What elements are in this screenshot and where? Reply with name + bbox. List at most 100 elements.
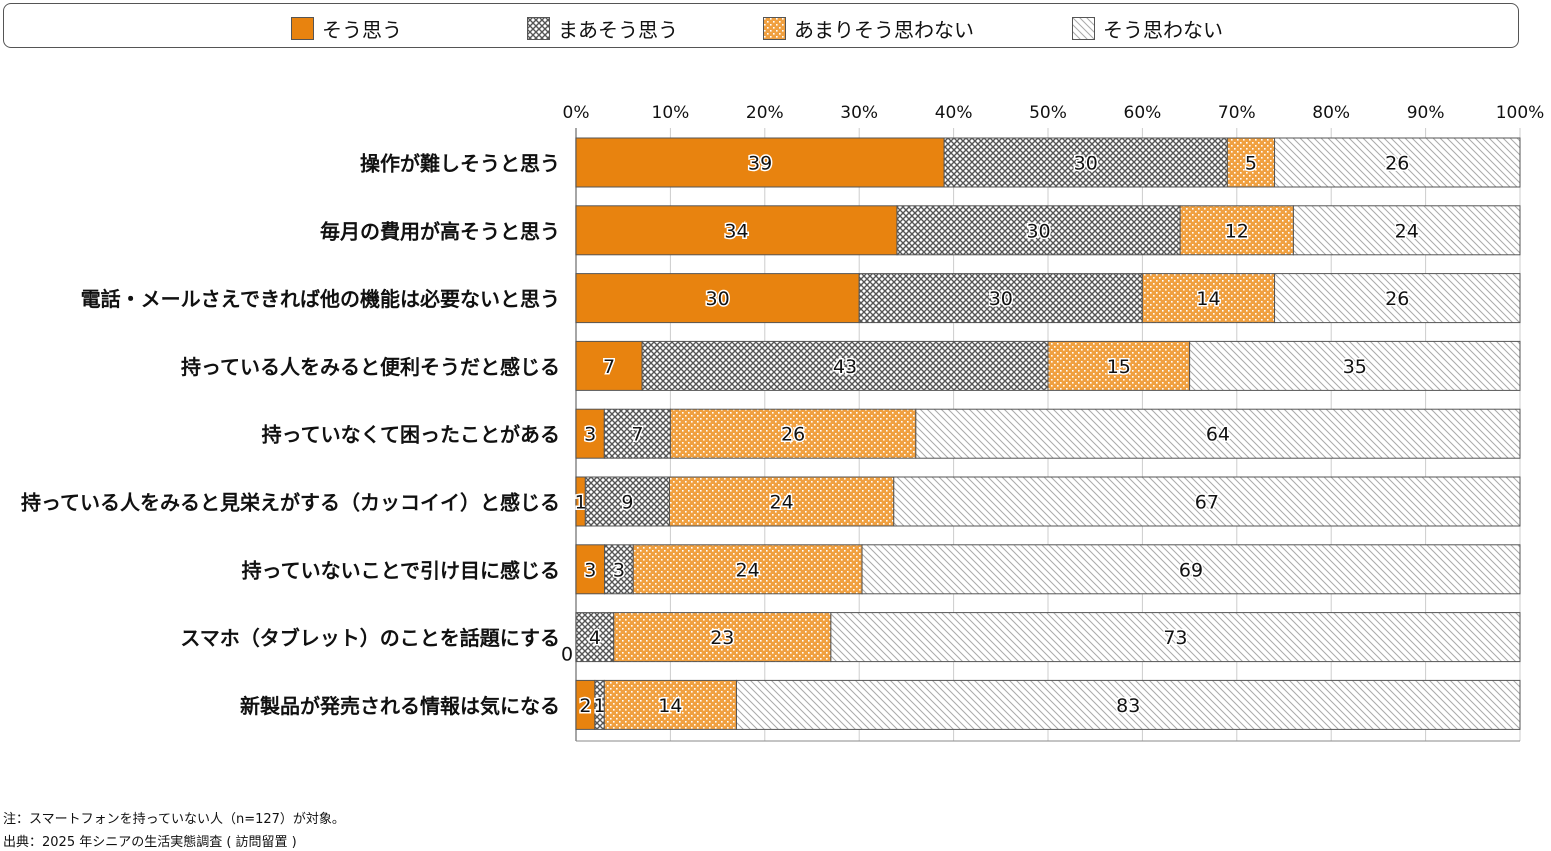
data-label: 9 [621,492,633,514]
x-tick-label: 60% [1124,103,1162,123]
data-label: 26 [1385,288,1409,310]
data-label: 7 [631,424,643,446]
data-label: 14 [1196,288,1220,310]
bar-segment [575,340,643,391]
category-label: 持っていないことで引け目に感じる [242,558,560,582]
footnote: 注：スマートフォンを持っていない人（n=127）が対象。 [3,812,345,827]
legend-label: そう思わない [1103,18,1223,42]
bar-segment [1292,205,1521,256]
category-label: 新製品が発売される情報は気になる [240,694,560,718]
category-label: 操作が難しそうと思う [360,152,560,176]
x-tick-label: 10% [652,103,690,123]
bar-segment [668,476,895,527]
data-label: 3 [584,559,596,581]
data-label: 30 [1026,220,1050,242]
data-label: 1 [575,492,587,514]
data-label: 73 [1163,627,1187,649]
bar-segment [1274,137,1521,188]
bar-segment [1179,205,1294,256]
bar-segment [830,612,1521,663]
x-tick-label: 90% [1407,103,1445,123]
x-tick-label: 70% [1218,103,1256,123]
data-label: 24 [770,492,794,514]
plot-area: 0% 10% 20% 30% 40% 50% 60% 70% 80% 90% 100% 操作が難しそう… [21,103,1545,742]
legend-swatch [291,17,314,40]
data-label: 43 [833,356,857,378]
data-label: 34 [724,220,748,242]
x-tick-label: 30% [840,103,878,123]
legend-swatch [1072,17,1095,40]
x-tick-label: 0% [563,103,590,123]
x-tick-label: 100% [1496,103,1545,123]
data-label: 64 [1206,424,1230,446]
x-tick-label: 20% [746,103,784,123]
legend-label: まあそう思う [558,18,678,42]
legend-item: そう思わない [1072,14,1223,43]
bar-segment [575,612,615,663]
bar-segment [603,408,671,459]
legend-item: そう思う [291,14,402,43]
legend: そう思う まあそう思う あまりそう思わない そう思わない [3,3,1519,48]
legend-swatch [763,17,786,40]
data-label: 24 [736,559,760,581]
bar-segment [575,273,860,324]
bar-segment [943,137,1228,188]
bar-segment [604,544,634,595]
data-label: 7 [603,356,615,378]
bar-segment [575,205,898,256]
data-label: 35 [1343,356,1367,378]
bar-segment [1047,340,1191,391]
data-label: 39 [748,153,772,175]
bar-segment [1189,340,1521,391]
data-label: 30 [989,288,1013,310]
bar-segment [896,205,1181,256]
bar-segment [915,408,1521,459]
x-tick-label: 40% [935,103,973,123]
data-label: 1 [594,695,606,717]
data-label: 83 [1116,695,1140,717]
legend-swatch [527,17,550,40]
data-label: 26 [781,424,805,446]
legend-label: そう思う [322,18,402,42]
data-label: 14 [658,695,682,717]
bar-segment [641,340,1049,391]
data-label: 30 [706,288,730,310]
data-label: 69 [1179,559,1203,581]
bar-segment [669,408,917,459]
bar-segment [603,679,737,730]
category-label: 電話・メールさえできれば他の機能は必要ないと思う [81,287,560,311]
bar-segment [632,544,863,595]
data-label: 5 [1245,153,1257,175]
legend-item: あまりそう思わない [763,14,974,43]
bar-segment [735,679,1521,730]
bar-segment [575,544,606,595]
data-label: 3 [584,424,596,446]
data-label: 24 [1395,220,1419,242]
data-label: 2 [579,695,591,717]
data-label: 3 [613,559,625,581]
data-label: 12 [1225,220,1249,242]
data-label: 26 [1385,153,1409,175]
source: 出典：2025 年シニアの生活実態調査 ( 訪問留置 ) [3,835,297,850]
bar-segment [575,408,605,459]
x-tick-label: 80% [1312,103,1350,123]
category-label: 持っていなくて困ったことがある [262,423,560,447]
category-label: スマホ（タブレット）のことを話題にする [180,626,560,650]
legend-label: あまりそう思わない [794,18,974,42]
bar-segment [613,612,832,663]
bar-segment [893,476,1521,527]
data-label: 4 [589,627,601,649]
data-label: 23 [710,627,734,649]
bar-segment [1274,273,1521,324]
category-label: 毎月の費用が高そうと思う [320,219,560,243]
category-label: 持っている人をみると見栄えがする（カッコイイ）と感じる [21,491,560,515]
data-label: 30 [1074,153,1098,175]
data-label: 15 [1107,356,1131,378]
bar-segment [858,273,1143,324]
x-tick-label: 50% [1029,103,1067,123]
data-label: 0 [561,644,573,666]
legend-item: まあそう思う [527,14,678,43]
category-label: 持っている人をみると便利そうだと感じる [181,355,560,379]
data-label: 67 [1195,492,1219,514]
